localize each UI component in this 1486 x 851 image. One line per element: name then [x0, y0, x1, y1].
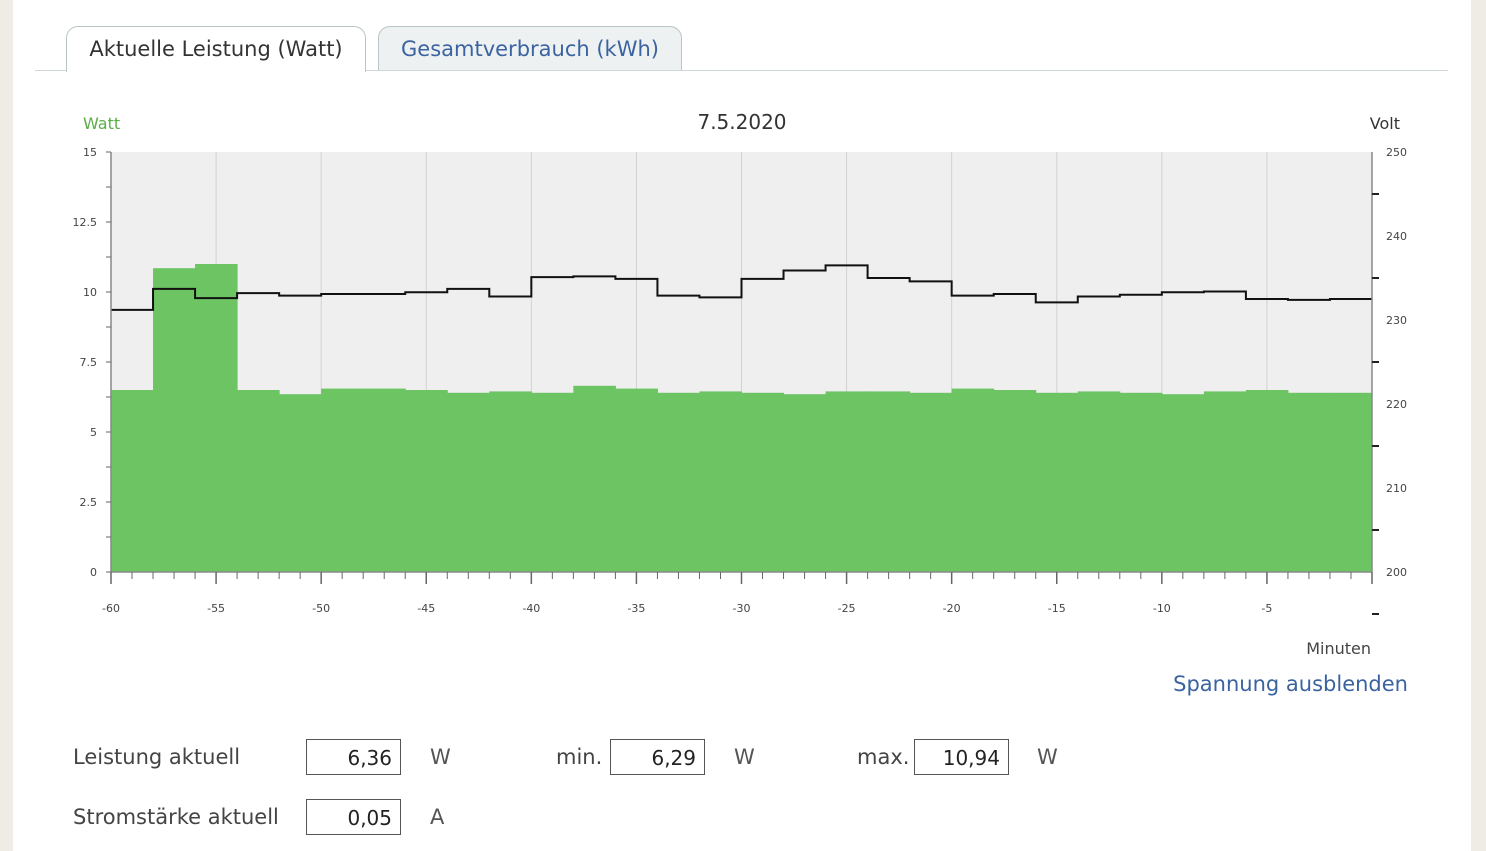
- voltage-line: [111, 264, 1372, 311]
- power-max-value: 10,94: [914, 739, 1009, 775]
- watt-bar: [531, 392, 574, 572]
- power-min-label: min.: [556, 745, 603, 769]
- watt-bar: [909, 392, 953, 572]
- x-tick-label: -20: [943, 602, 961, 615]
- x-tick-label: -55: [207, 602, 225, 615]
- watt-bar: [867, 391, 911, 572]
- power-current-value: 6,36: [306, 739, 401, 775]
- watt-bar: [1077, 391, 1121, 572]
- watt-bar: [195, 264, 238, 572]
- y-tick-label: 2.5: [80, 496, 98, 509]
- y2-tick-label: 220: [1386, 398, 1407, 411]
- watt-bar: [363, 388, 406, 572]
- watt-bar: [1035, 392, 1079, 572]
- y-tick-label: 5: [90, 426, 97, 439]
- watt-bar: [447, 392, 490, 572]
- power-chart: -60 -55 -50 -45 -40 -35 -30 -25 -20 -15 -10 -502.55…: [73, 110, 1408, 658]
- tab-current-power[interactable]: Aktuelle Leistung (Watt): [66, 26, 366, 72]
- watt-bar: [657, 392, 700, 572]
- y-tick-label: 15: [83, 146, 97, 159]
- x-tick-label: -60: [102, 602, 120, 615]
- x-tick-label: -5: [1261, 602, 1272, 615]
- amperage-current-value: 0,05: [306, 799, 401, 835]
- y2-tick-label: 230: [1386, 314, 1407, 327]
- watt-bar: [153, 268, 196, 572]
- watt-bar: [951, 388, 995, 572]
- y2-tick-label: 200: [1386, 566, 1407, 579]
- watt-bar: [741, 392, 785, 572]
- y2-tick-label: 250: [1386, 146, 1407, 159]
- y-tick-label: 12.5: [73, 216, 98, 229]
- watt-bar: [993, 390, 1037, 572]
- y-tick-label: 0: [90, 566, 97, 579]
- watt-bar: [1329, 392, 1373, 572]
- watt-bar: [699, 391, 742, 572]
- amperage-current-unit: A: [430, 805, 445, 829]
- watt-bar: [1203, 391, 1247, 572]
- y2-axis-label: Volt: [1370, 114, 1400, 133]
- tab-total-consumption[interactable]: Gesamtverbrauch (kWh): [378, 26, 682, 70]
- watt-bar: [111, 390, 154, 572]
- watt-bar: [1287, 392, 1331, 572]
- y-axis-label: Watt: [83, 114, 120, 133]
- watt-bar: [321, 388, 364, 572]
- watt-bar: [1119, 392, 1163, 572]
- watt-bar: [825, 391, 869, 572]
- x-tick-label: -45: [417, 602, 435, 615]
- power-max-label: max.: [857, 745, 910, 769]
- amperage-current-label: Stromstärke aktuell: [73, 805, 279, 829]
- x-tick-label: -35: [627, 602, 645, 615]
- watt-bar: [783, 394, 827, 572]
- y-tick-label: 7.5: [80, 356, 98, 369]
- y2-tick-label: 240: [1386, 230, 1407, 243]
- power-max-unit: W: [1037, 745, 1058, 769]
- y-tick-label: 10: [83, 286, 97, 299]
- hide-voltage-link[interactable]: Spannung ausblenden: [1173, 672, 1408, 696]
- page: Aktuelle Leistung (Watt) Gesamtverbrauch…: [13, 0, 1471, 851]
- power-current-unit: W: [430, 745, 451, 769]
- watt-bar: [615, 388, 658, 572]
- watt-bar: [573, 385, 616, 572]
- watt-bar: [489, 391, 532, 572]
- watt-bar: [279, 394, 322, 572]
- x-axis-label: Minuten: [1306, 639, 1371, 658]
- power-min-unit: W: [734, 745, 755, 769]
- x-tick-label: -40: [522, 602, 540, 615]
- power-current-label: Leistung aktuell: [73, 745, 241, 769]
- y2-tick-label: 210: [1386, 482, 1407, 495]
- x-tick-label: -30: [733, 602, 751, 615]
- power-min-value: 6,29: [610, 739, 705, 775]
- x-tick-label: -50: [312, 602, 330, 615]
- watt-bar: [1161, 394, 1205, 572]
- tab-bar: [35, 70, 1448, 71]
- watt-bar: [237, 390, 280, 572]
- x-tick-label: -10: [1153, 602, 1171, 615]
- watt-bar: [405, 390, 448, 572]
- chart-title: 7.5.2020: [697, 110, 786, 134]
- x-tick-label: -25: [838, 602, 856, 615]
- watt-bar: [1245, 390, 1289, 572]
- x-tick-label: -15: [1048, 602, 1066, 615]
